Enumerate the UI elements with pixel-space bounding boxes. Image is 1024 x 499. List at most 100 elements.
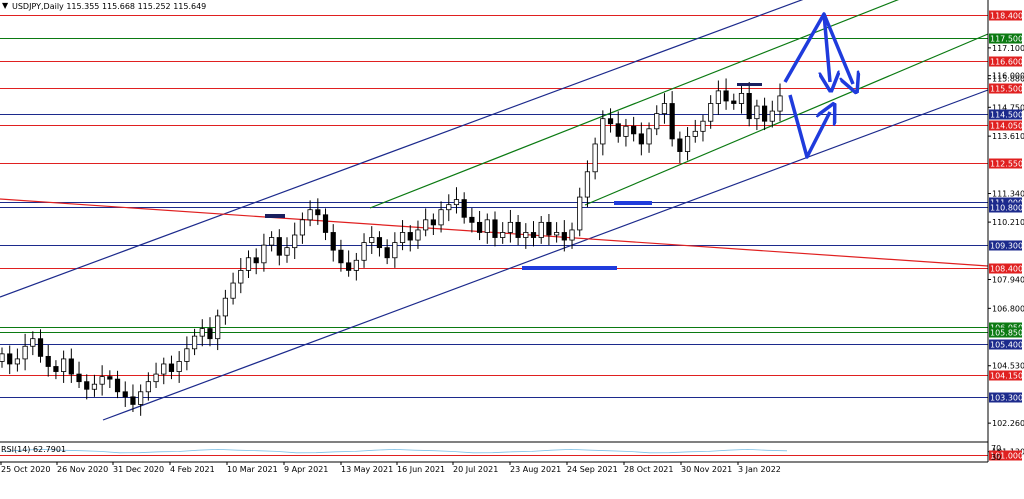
candle-body (322, 214, 329, 233)
candle-body (7, 353, 13, 365)
candle-body (584, 171, 591, 198)
trend-line (369, 0, 899, 209)
candle-body (700, 120, 706, 132)
level-label-box (989, 263, 1022, 274)
level-label: 114.050 (990, 122, 1023, 131)
candle-body (738, 92, 745, 104)
rsi-panel: RSI(14) 62.7901 70 30 (0, 441, 1001, 463)
time-label: 3 Jan 2022 (738, 465, 781, 474)
time-label: 9 Apr 2021 (284, 465, 328, 474)
time-label: 24 Sep 2021 (567, 465, 618, 474)
candle-body (338, 249, 344, 264)
level-label-box (989, 202, 1022, 213)
price-tick-label: 102.260 (992, 419, 1024, 428)
level-label-box (989, 370, 1022, 381)
candle-body (245, 257, 252, 271)
level-label: 117.500 (990, 35, 1023, 44)
time-label: 25 Oct 2020 (1, 465, 50, 474)
candle-body (407, 232, 413, 241)
candle-body (107, 376, 113, 380)
candle-body (122, 391, 128, 398)
price-tick-label: 117.100 (992, 44, 1024, 53)
candle-body (715, 90, 721, 104)
time-label: 31 Dec 2020 (113, 465, 164, 474)
candle-body (114, 378, 121, 393)
candle-body (230, 282, 236, 299)
support-zone-bar (522, 266, 617, 270)
candle-body (746, 92, 752, 120)
candle-body (53, 366, 59, 372)
level-label: 108.400 (990, 265, 1023, 274)
support-zone-bar (614, 201, 652, 205)
level-label-box (989, 240, 1022, 251)
candle-body (153, 373, 159, 383)
candle-body (307, 209, 313, 221)
resistance-marker (737, 83, 762, 86)
candle-body (130, 396, 136, 405)
forecast-arrow (788, 94, 830, 159)
candle-body (346, 262, 352, 271)
annotations (265, 12, 853, 270)
price-tick-label: 106.800 (992, 304, 1024, 313)
candle-body (761, 105, 768, 122)
candle-body (654, 113, 660, 130)
candle-body (446, 204, 452, 211)
level-label-box (989, 56, 1022, 67)
level-label: 110.800 (990, 204, 1023, 213)
candle-body (292, 234, 298, 249)
candle-body (515, 221, 521, 238)
candle-body (269, 237, 275, 246)
candle-body (91, 383, 98, 390)
candle-body (577, 196, 583, 231)
candle-body (238, 270, 244, 284)
candle-body (99, 376, 105, 385)
level-label: 104.150 (990, 372, 1023, 381)
candle-body (661, 103, 668, 115)
candle-body (423, 219, 429, 231)
candle-body (623, 125, 629, 137)
candle-body (607, 118, 614, 125)
time-label: 10 Mar 2021 (227, 465, 278, 474)
time-label: 20 Jul 2021 (453, 465, 498, 474)
price-tick-label: 116.000 (992, 72, 1024, 81)
price-tick-label: 104.530 (992, 362, 1024, 371)
candle-body (569, 229, 575, 241)
level-label: 105.850 (990, 329, 1023, 338)
price-tick-label: 110.210 (992, 218, 1024, 227)
candle-body (507, 221, 513, 233)
candle-body (222, 297, 228, 317)
candle-body (376, 237, 383, 249)
candle-body (638, 133, 644, 145)
rsi-label: RSI(14) 62.7901 (1, 445, 66, 454)
level-label: 109.300 (990, 242, 1023, 251)
candle-body (399, 232, 406, 243)
candle-body (415, 229, 421, 241)
price-tick-label: 114.750 (992, 103, 1024, 112)
candle-body (754, 105, 760, 120)
level-price-labels: 118.400 117.500 116.600 115.500 114.500 114.0… (989, 10, 1023, 461)
candle-body (61, 358, 67, 372)
candle-body (592, 143, 598, 173)
time-label: 30 Nov 2021 (681, 465, 732, 474)
chevron-down-icon[interactable]: ▼ (2, 1, 9, 10)
candle-body (646, 128, 652, 145)
candle-body (76, 373, 82, 383)
level-label-box (989, 327, 1022, 338)
candle-body (261, 244, 267, 264)
candle-body (176, 361, 182, 372)
symbol-header: USDJPY,Daily 115.355 115.668 115.252 115… (12, 2, 206, 11)
level-label-box (989, 120, 1022, 131)
level-label: 101.000 (990, 452, 1023, 461)
horizontal-levels (0, 15, 988, 456)
candle-body (777, 95, 783, 112)
candle-body (469, 216, 475, 223)
candle-body (769, 110, 775, 122)
candle-body (253, 257, 259, 264)
candle-body (284, 247, 290, 256)
forecast-arrow (824, 13, 830, 82)
price-tick-label: 107.940 (992, 276, 1024, 285)
time-label: 4 Feb 2021 (170, 465, 215, 474)
trend-line (584, 33, 989, 206)
time-axis: 25 Oct 2020 26 Nov 2020 31 Dec 2020 4 Feb 2… (0, 462, 781, 474)
